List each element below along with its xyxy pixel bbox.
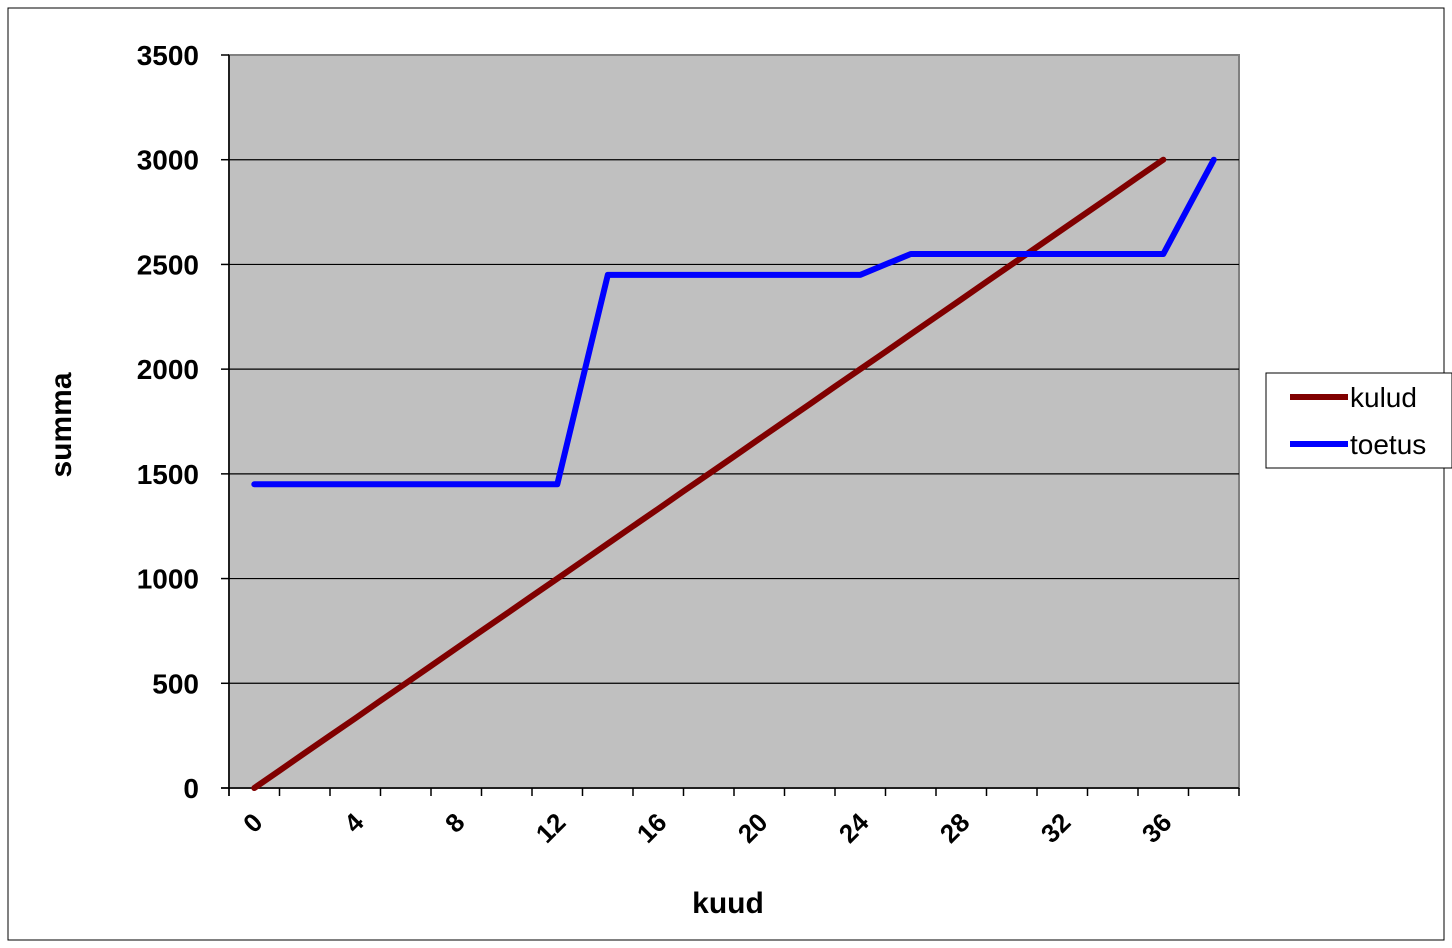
y-tick-label-500: 500 [152,668,199,699]
legend: kulud toetus [1265,372,1452,469]
x-axis-title: kuud [692,887,764,920]
series-line-kulud [251,156,1167,791]
legend-label-kulud: kulud [1350,382,1417,413]
y-tick-label-1500: 1500 [137,459,199,490]
y-tick-label-3500: 3500 [137,40,199,71]
y-tick-label-3000: 3000 [137,145,199,176]
y-tick-label-2500: 2500 [137,249,199,280]
y-tick-label-0: 0 [183,773,199,804]
y-tick-labels: 0 500 1000 1500 2000 2500 3000 3500 [137,40,199,804]
y-tick-label-2000: 2000 [137,354,199,385]
y-tick-label-1000: 1000 [137,564,199,595]
axes [221,54,1240,796]
legend-box [1265,372,1452,469]
legend-label-toetus: toetus [1350,429,1426,460]
series-lines [251,156,1217,791]
y-axis-title: summa [45,372,78,477]
gridlines [229,159,1239,684]
plot-area [228,54,1240,789]
series-line-toetus [251,156,1217,488]
